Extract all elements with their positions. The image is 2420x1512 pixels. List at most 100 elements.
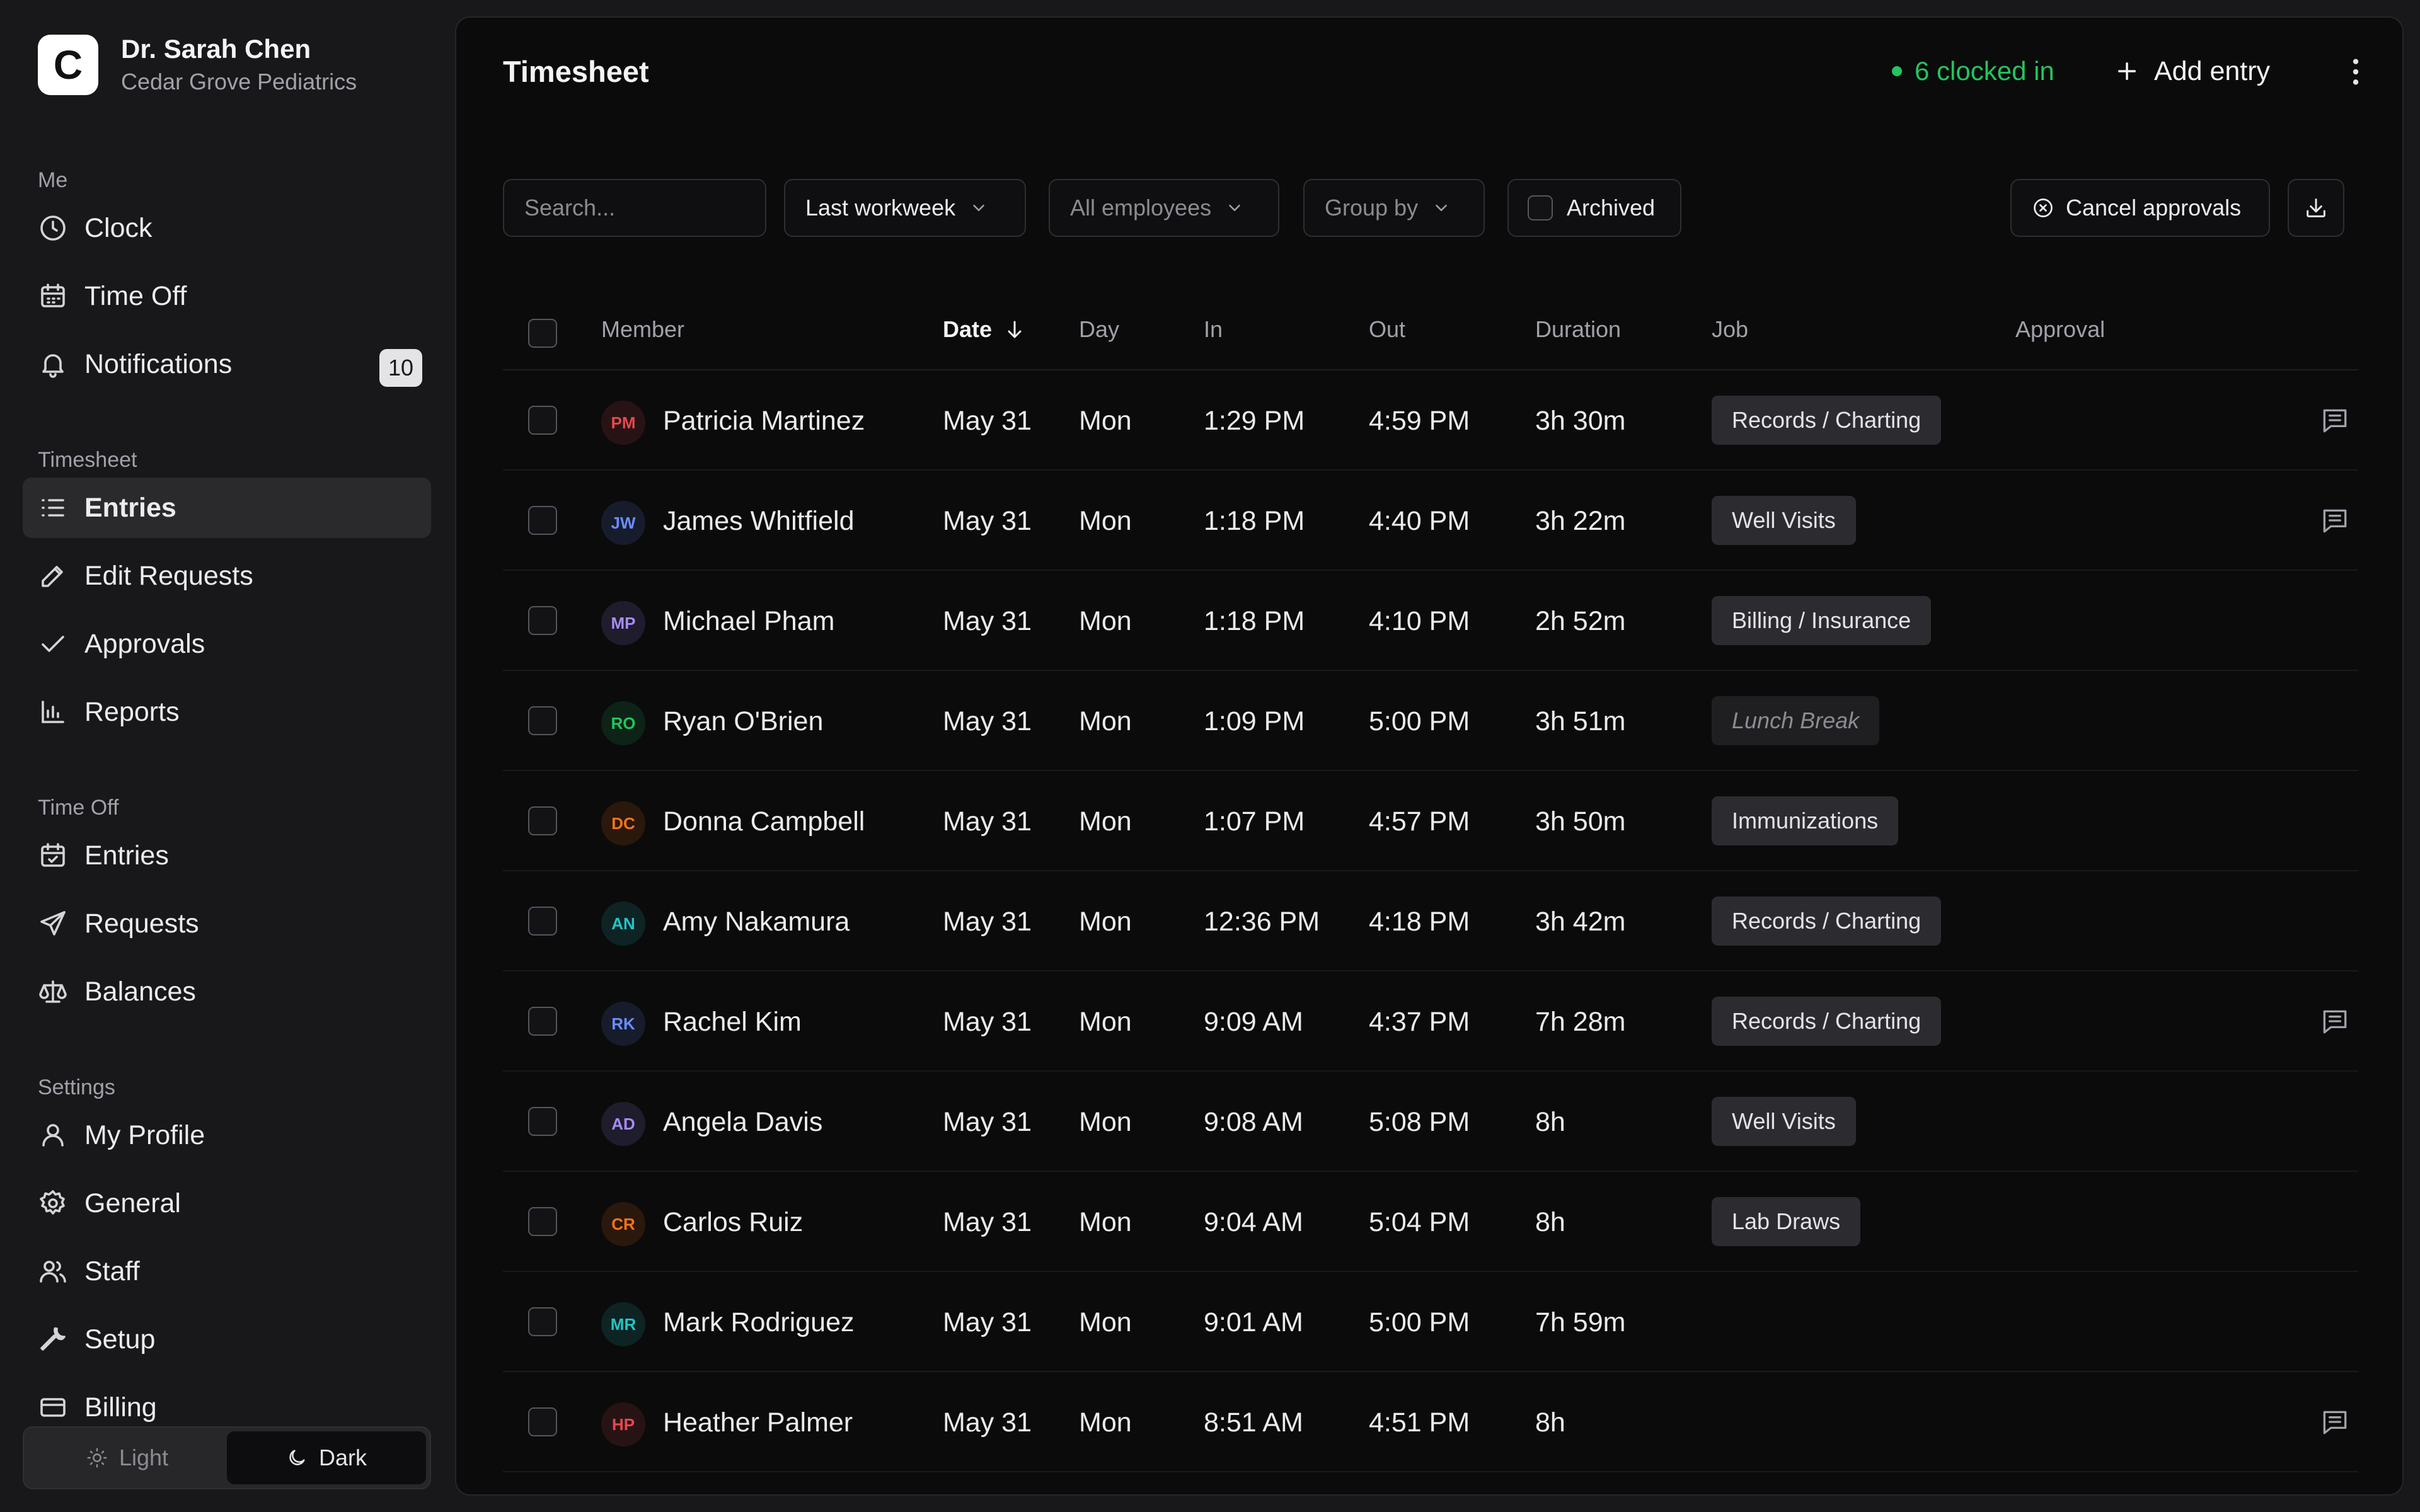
table-row[interactable]: DC Donna Campbell May 31 Mon 1:07 PM 4:5… <box>503 771 2358 871</box>
sidebar-item-clock[interactable]: Clock <box>23 198 431 258</box>
clock-in-time: 8:51 AM <box>1204 1407 1303 1438</box>
table-row[interactable]: RK Rachel Kim May 31 Mon 9:09 AM 4:37 PM… <box>503 971 2358 1072</box>
theme-dark-button[interactable]: Dark <box>227 1431 426 1484</box>
sidebar-item-notifications[interactable]: Notifications 10 <box>23 334 431 394</box>
table-row[interactable]: AN Amy Nakamura May 31 Mon 12:36 PM 4:18… <box>503 871 2358 971</box>
column-date[interactable]: Date <box>943 314 1026 345</box>
row-checkbox[interactable] <box>528 806 557 835</box>
row-checkbox[interactable] <box>528 1407 557 1436</box>
comment-icon[interactable] <box>2319 505 2351 536</box>
sidebar-item-approvals[interactable]: Approvals <box>23 614 431 674</box>
check-icon <box>42 636 64 652</box>
org-switcher[interactable]: C Dr. Sarah Chen Cedar Grove Pediatrics <box>38 33 357 96</box>
row-checkbox[interactable] <box>528 1307 557 1336</box>
row-checkbox[interactable] <box>528 1007 557 1036</box>
entry-day: Mon <box>1079 1307 1132 1337</box>
sidebar-item-timeoff-requests[interactable]: Requests <box>23 893 431 954</box>
entry-duration: 2h 52m <box>1535 606 1626 636</box>
sidebar-item-time-off[interactable]: Time Off <box>23 266 431 326</box>
entry-duration: 7h 28m <box>1535 1007 1626 1037</box>
cancel-approvals-button[interactable]: Cancel approvals <box>2010 179 2270 237</box>
table-row[interactable]: MP Michael Pham May 31 Mon 1:18 PM 4:10 … <box>503 571 2358 671</box>
row-checkbox[interactable] <box>528 1207 557 1236</box>
table-row[interactable]: RO Ryan O'Brien May 31 Mon 1:09 PM 5:00 … <box>503 671 2358 771</box>
job-tag: Well Visits <box>1712 1097 1856 1146</box>
job-tag: Immunizations <box>1712 796 1899 845</box>
row-checkbox[interactable] <box>528 606 557 635</box>
group-by-select[interactable]: Group by <box>1303 179 1485 237</box>
row-checkbox[interactable] <box>528 706 557 735</box>
sidebar-item-general[interactable]: General <box>23 1173 431 1234</box>
clock-in-time: 9:04 AM <box>1204 1207 1303 1237</box>
column-approval[interactable]: Approval <box>2015 316 2106 342</box>
column-out[interactable]: Out <box>1369 316 1406 342</box>
clock-out-time: 5:00 PM <box>1369 1307 1470 1337</box>
sidebar-item-label: Requests <box>84 908 199 939</box>
entry-day: Mon <box>1079 1107 1132 1137</box>
avatar: HP <box>601 1402 645 1446</box>
comment-icon[interactable] <box>2319 1005 2351 1037</box>
column-duration[interactable]: Duration <box>1535 316 1622 342</box>
group-by-value: Group by <box>1325 195 1419 220</box>
download-button[interactable] <box>2288 179 2344 237</box>
theme-light-button[interactable]: Light <box>28 1431 227 1484</box>
clock-out-time: 4:37 PM <box>1369 1007 1470 1037</box>
download-icon <box>2307 198 2325 217</box>
table-row[interactable]: HP Heather Palmer May 31 Mon 8:51 AM 4:5… <box>503 1372 2358 1472</box>
comment-icon[interactable] <box>2319 404 2351 436</box>
comment-icon[interactable] <box>2319 1406 2351 1438</box>
sidebar-item-timeoff-entries[interactable]: Entries <box>23 825 431 886</box>
sun-icon <box>87 1448 107 1468</box>
sidebar-item-reports[interactable]: Reports <box>23 682 431 742</box>
job-tag: Records / Charting <box>1712 997 1942 1046</box>
more-options-icon[interactable] <box>2338 54 2373 89</box>
column-day[interactable]: Day <box>1079 316 1120 342</box>
table-row[interactable]: MR Mark Rodriguez May 31 Mon 9:01 AM 5:0… <box>503 1272 2358 1372</box>
sidebar-item-label: Balances <box>84 976 196 1007</box>
nav-heading: Timesheet <box>38 448 137 472</box>
select-all-checkbox[interactable] <box>528 319 557 348</box>
column-job[interactable]: Job <box>1712 316 1749 342</box>
column-member[interactable]: Member <box>601 316 685 342</box>
sidebar-item-setup[interactable]: Setup <box>23 1309 431 1370</box>
archived-toggle[interactable]: Archived <box>1507 179 1681 237</box>
clock-in-time: 1:09 PM <box>1204 706 1305 736</box>
entry-date: May 31 <box>943 1107 1032 1137</box>
table-row[interactable]: JW James Whitfield May 31 Mon 1:18 PM 4:… <box>503 471 2358 571</box>
table-row[interactable]: CR Carlos Ruiz May 31 Mon 9:04 AM 5:04 P… <box>503 1172 2358 1272</box>
avatar: AN <box>601 902 645 946</box>
column-in[interactable]: In <box>1204 316 1223 342</box>
sidebar-item-billing[interactable]: Billing <box>23 1377 431 1438</box>
row-checkbox[interactable] <box>528 506 557 535</box>
table-row[interactable]: AD Angela Davis May 31 Mon 9:08 AM 5:08 … <box>503 1072 2358 1172</box>
table-header: Member Date Day In Out Duration Job Appr… <box>503 289 2358 370</box>
row-checkbox[interactable] <box>528 907 557 936</box>
scale-icon <box>39 980 67 1003</box>
row-checkbox[interactable] <box>528 406 557 435</box>
sidebar-item-edit-requests[interactable]: Edit Requests <box>23 546 431 606</box>
entry-date: May 31 <box>943 1007 1032 1037</box>
member-name: Michael Pham <box>663 606 835 636</box>
archived-checkbox[interactable] <box>1528 195 1553 220</box>
member-name: Amy Nakamura <box>663 907 850 937</box>
date-range-select[interactable]: Last workweek <box>784 179 1026 237</box>
add-entry-button[interactable]: Add entry <box>2114 50 2270 92</box>
search-box[interactable] <box>503 179 766 237</box>
entry-duration: 8h <box>1535 1207 1565 1237</box>
table-row[interactable]: PM Patricia Martinez May 31 Mon 1:29 PM … <box>503 370 2358 471</box>
row-checkbox[interactable] <box>528 1107 557 1136</box>
member-name: Mark Rodriguez <box>663 1307 855 1337</box>
sidebar-item-staff[interactable]: Staff <box>23 1241 431 1302</box>
search-input[interactable] <box>524 195 726 221</box>
table-row[interactable] <box>503 1472 2358 1494</box>
sidebar-item-timesheet-entries[interactable]: Entries <box>23 478 431 538</box>
employee-select[interactable]: All employees <box>1049 179 1279 237</box>
sidebar-item-label: My Profile <box>84 1120 205 1150</box>
bar-chart-icon <box>42 701 64 723</box>
clock-in-time: 9:01 AM <box>1204 1307 1303 1337</box>
org-logo: C <box>38 35 98 95</box>
sidebar-item-my-profile[interactable]: My Profile <box>23 1105 431 1166</box>
sidebar-item-label: Time Off <box>84 280 187 311</box>
clocked-in-status[interactable]: 6 clocked in <box>1892 54 2054 88</box>
sidebar-item-balances[interactable]: Balances <box>23 961 431 1022</box>
